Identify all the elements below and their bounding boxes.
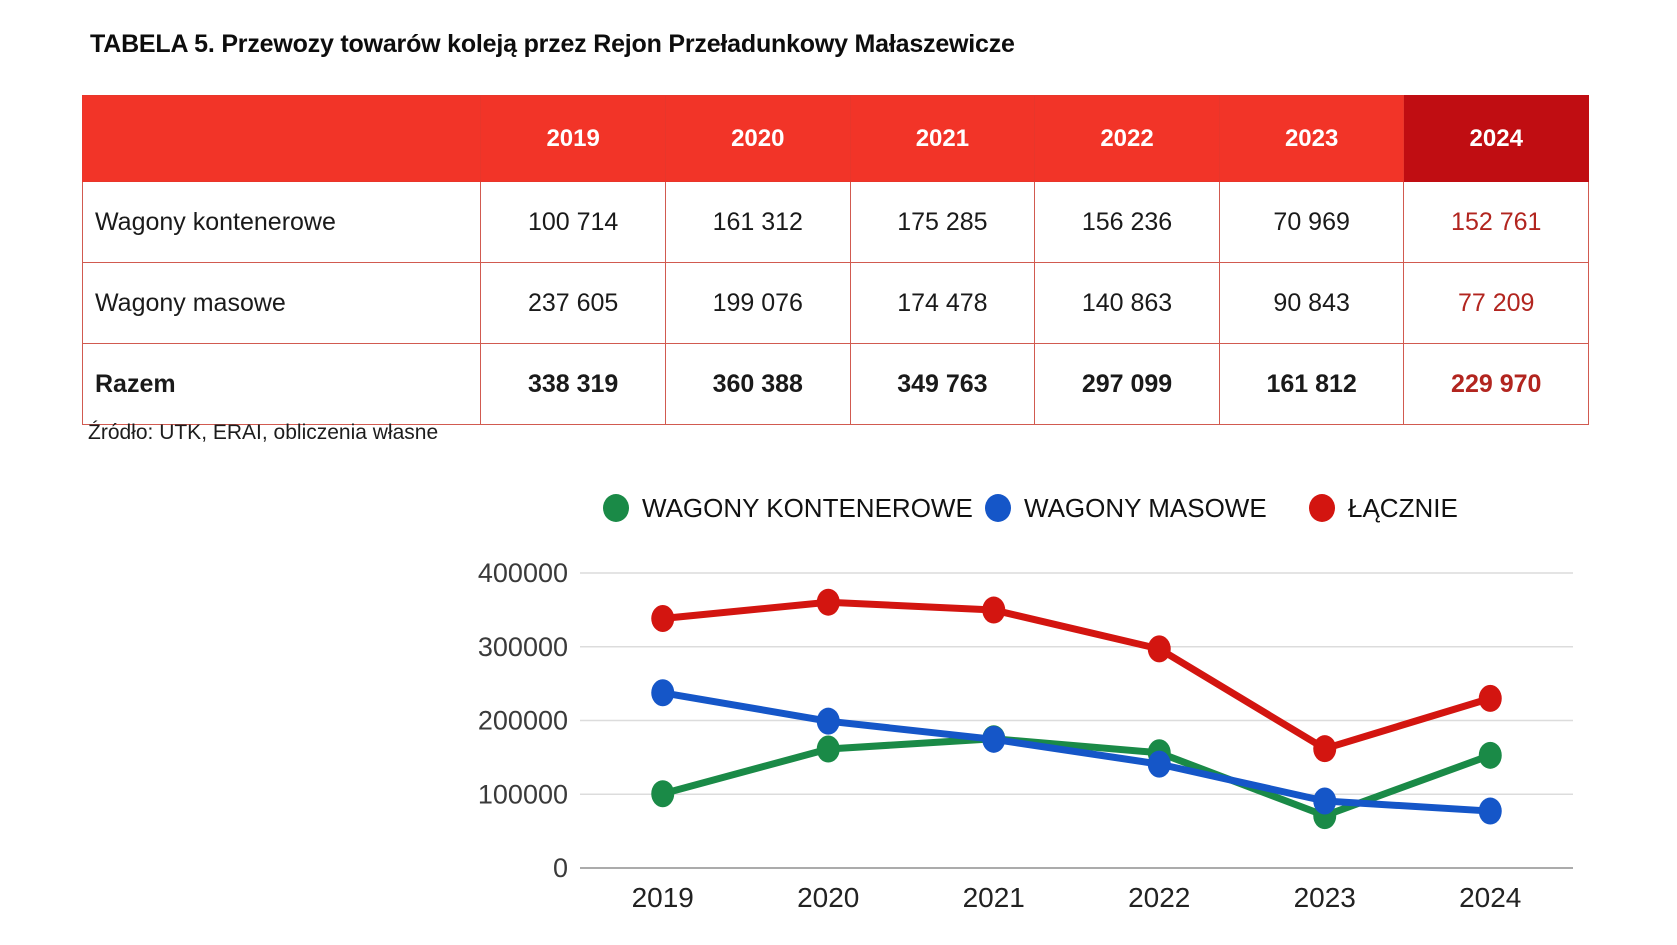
data-point (651, 604, 675, 632)
y-tick-label: 400000 (478, 558, 568, 588)
legend-label: WAGONY MASOWE (1024, 493, 1267, 523)
data-point (1478, 741, 1502, 769)
table-header: 2019 2020 2021 2022 2023 2024 (81, 95, 1589, 182)
x-tick-label: 2020 (797, 882, 859, 913)
data-point (1478, 797, 1502, 825)
table-cell: 338 319 (480, 343, 666, 425)
table-row: Razem 338 319 360 388 349 763 297 099 161 812… (81, 343, 1589, 425)
legend-dot-icon (985, 494, 1011, 522)
y-tick-label: 0 (553, 853, 568, 883)
legend-label: WAGONY KONTENEROWE (642, 493, 973, 523)
x-tick-label: 2024 (1459, 882, 1521, 913)
data-point (982, 725, 1006, 753)
series-line (659, 689, 1494, 815)
x-tick-label: 2019 (632, 882, 694, 913)
x-tick-label: 2022 (1128, 882, 1190, 913)
table-cell: 237 605 (480, 262, 666, 344)
table-cell: 100 714 (480, 181, 666, 263)
x-tick-label: 2021 (963, 882, 1025, 913)
x-tick-label: 2023 (1294, 882, 1356, 913)
line-chart: WAGONY KONTENEROWE WAGONY MASOWE ŁĄCZNIE 40… (420, 475, 1670, 940)
table-cell: 174 478 (849, 262, 1036, 344)
data-point (651, 679, 675, 707)
freight-table: 2019 2020 2021 2022 2023 2024 Wagony kontener… (81, 95, 1589, 425)
table-cell: 229 970 (1403, 343, 1589, 425)
data-point (1313, 735, 1337, 763)
y-tick-label: 200000 (478, 706, 568, 736)
data-point (1313, 787, 1337, 815)
series-line (659, 598, 1494, 753)
data-point (1147, 635, 1171, 663)
table-body: Wagony kontenerowe 100 714 161 312 175 285 1… (81, 181, 1589, 425)
table-year-header: 2022 (1034, 95, 1220, 182)
table-cell: 161 812 (1218, 343, 1405, 425)
table-cell: 152 761 (1403, 181, 1589, 263)
table-cell: 90 843 (1218, 262, 1405, 344)
table-cell: 77 209 (1403, 262, 1589, 344)
legend-dot-icon (603, 494, 629, 522)
table-cell: 161 312 (664, 181, 851, 263)
table-year-header: 2024 (1403, 95, 1589, 182)
table-header-row: 2019 2020 2021 2022 2023 2024 (81, 95, 1589, 182)
table-cell: 349 763 (849, 343, 1036, 425)
row-label: Wagony kontenerowe (81, 181, 482, 263)
table-row: Wagony kontenerowe 100 714 161 312 175 285 1… (81, 181, 1589, 263)
table-cell: 199 076 (664, 262, 851, 344)
data-point (1147, 750, 1171, 778)
table-cell: 156 236 (1034, 181, 1220, 263)
table-cell: 140 863 (1034, 262, 1220, 344)
page-title: TABELA 5. Przewozy towarów koleją przez … (90, 30, 1015, 58)
legend-label: ŁĄCZNIE (1348, 493, 1458, 523)
data-point (1478, 684, 1502, 712)
table-cell: 360 388 (664, 343, 851, 425)
data-point (982, 596, 1006, 624)
data-point (816, 707, 840, 735)
line-chart-svg: WAGONY KONTENEROWE WAGONY MASOWE ŁĄCZNIE 40… (478, 493, 1573, 913)
table-year-header: 2020 (664, 95, 851, 182)
y-tick-label: 300000 (478, 632, 568, 662)
table-cell: 175 285 (849, 181, 1036, 263)
data-point (816, 735, 840, 763)
row-label: Wagony masowe (81, 262, 482, 344)
table-cell: 297 099 (1034, 343, 1220, 425)
table-year-header: 2023 (1218, 95, 1405, 182)
table-year-header: 2021 (849, 95, 1036, 182)
table-year-header: 2019 (480, 95, 666, 182)
table-row: Wagony masowe 237 605 199 076 174 478 140 86… (81, 262, 1589, 344)
data-point (651, 780, 675, 808)
y-tick-label: 100000 (478, 779, 568, 809)
source-note: Źródło: UTK, ERAI, obliczenia własne (88, 421, 439, 444)
data-point (816, 588, 840, 616)
table-corner-cell (81, 95, 482, 182)
table-cell: 70 969 (1218, 181, 1405, 263)
legend-dot-icon (1309, 494, 1335, 522)
row-label: Razem (81, 343, 482, 425)
